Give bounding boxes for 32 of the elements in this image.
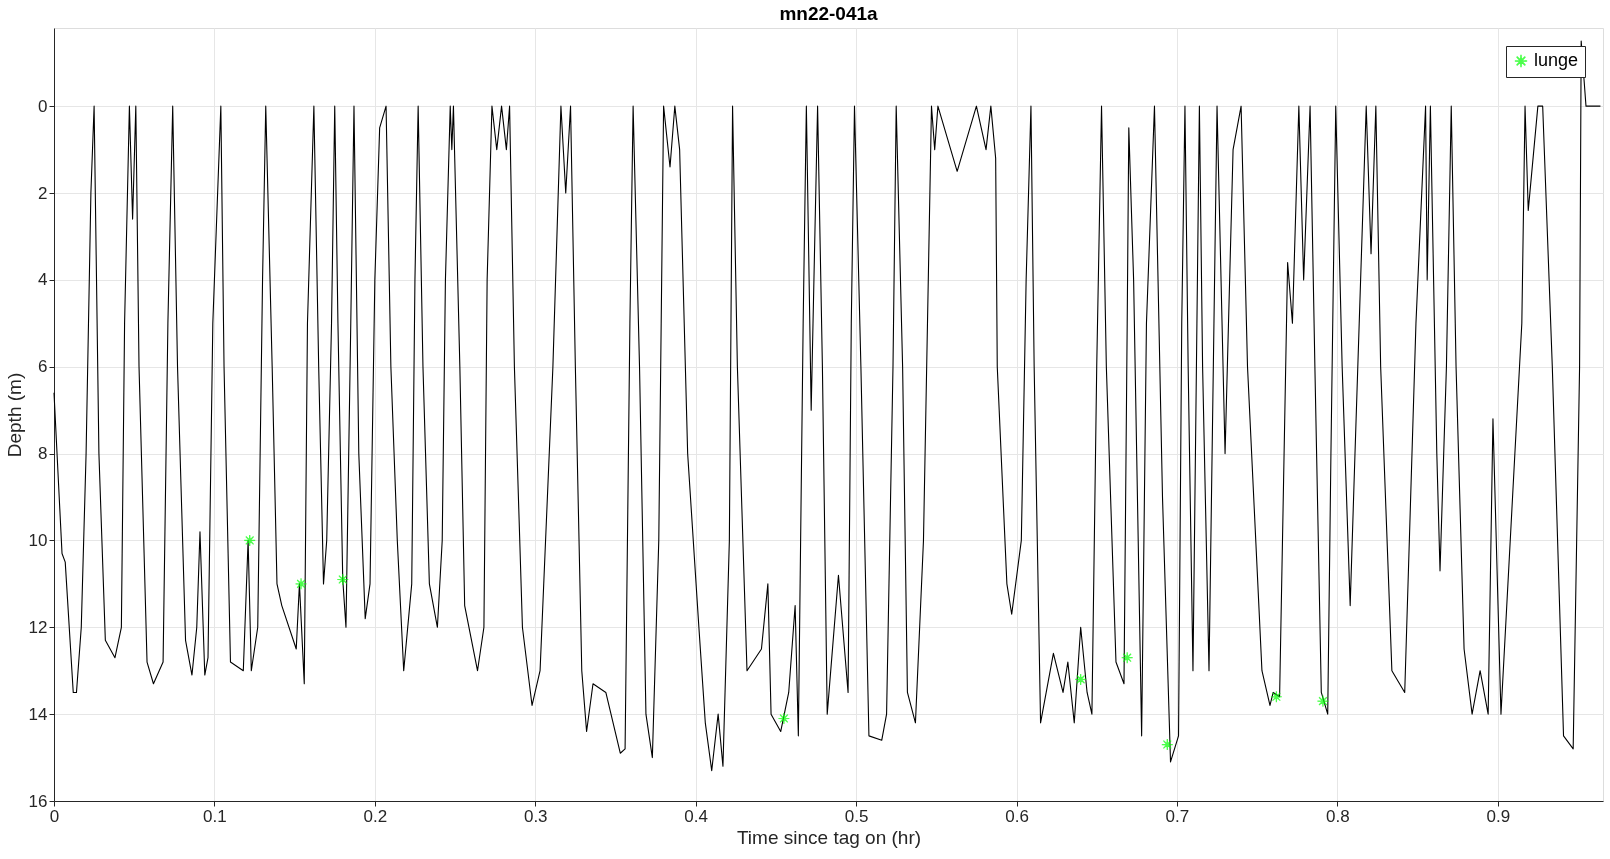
point xyxy=(1316,695,1329,708)
x-tick-label: 0.9 xyxy=(1486,806,1511,826)
x-tick-label: 0.5 xyxy=(844,806,869,826)
x-tick-label: 0.8 xyxy=(1326,806,1350,826)
point xyxy=(294,577,308,590)
point xyxy=(777,712,790,725)
y-tick-label: 2 xyxy=(38,183,48,203)
point xyxy=(1121,651,1134,664)
point xyxy=(1161,738,1174,751)
y-tick-label: 10 xyxy=(28,530,48,550)
legend-label: lunge xyxy=(1534,50,1579,70)
x-tick-label: 0.4 xyxy=(684,806,708,826)
y-axis-title: Depth (m) xyxy=(3,372,25,458)
point xyxy=(1270,690,1283,703)
x-axis-title: Time since tag on (hr) xyxy=(736,826,922,848)
x-tick-label: 0.6 xyxy=(1005,806,1029,826)
y-tick-label: 14 xyxy=(28,704,48,724)
y-tick-label: 4 xyxy=(38,270,48,290)
x-tick-label: 0.3 xyxy=(523,806,548,826)
point xyxy=(1074,673,1087,686)
x-tick-label: 0.2 xyxy=(363,806,388,826)
y-tick-label: 0 xyxy=(38,96,48,116)
y-tick-label: 6 xyxy=(38,357,48,377)
line-series xyxy=(53,40,1601,772)
y-tick-label: 16 xyxy=(28,791,48,811)
point xyxy=(336,573,349,586)
chart-title: mn22-041a xyxy=(779,3,879,24)
x-tick-label: 0.7 xyxy=(1165,806,1190,826)
y-tick-label: 12 xyxy=(28,617,48,637)
x-tick-label: 0.1 xyxy=(203,806,227,826)
y-tick-label: 8 xyxy=(38,444,48,464)
point xyxy=(243,534,256,547)
